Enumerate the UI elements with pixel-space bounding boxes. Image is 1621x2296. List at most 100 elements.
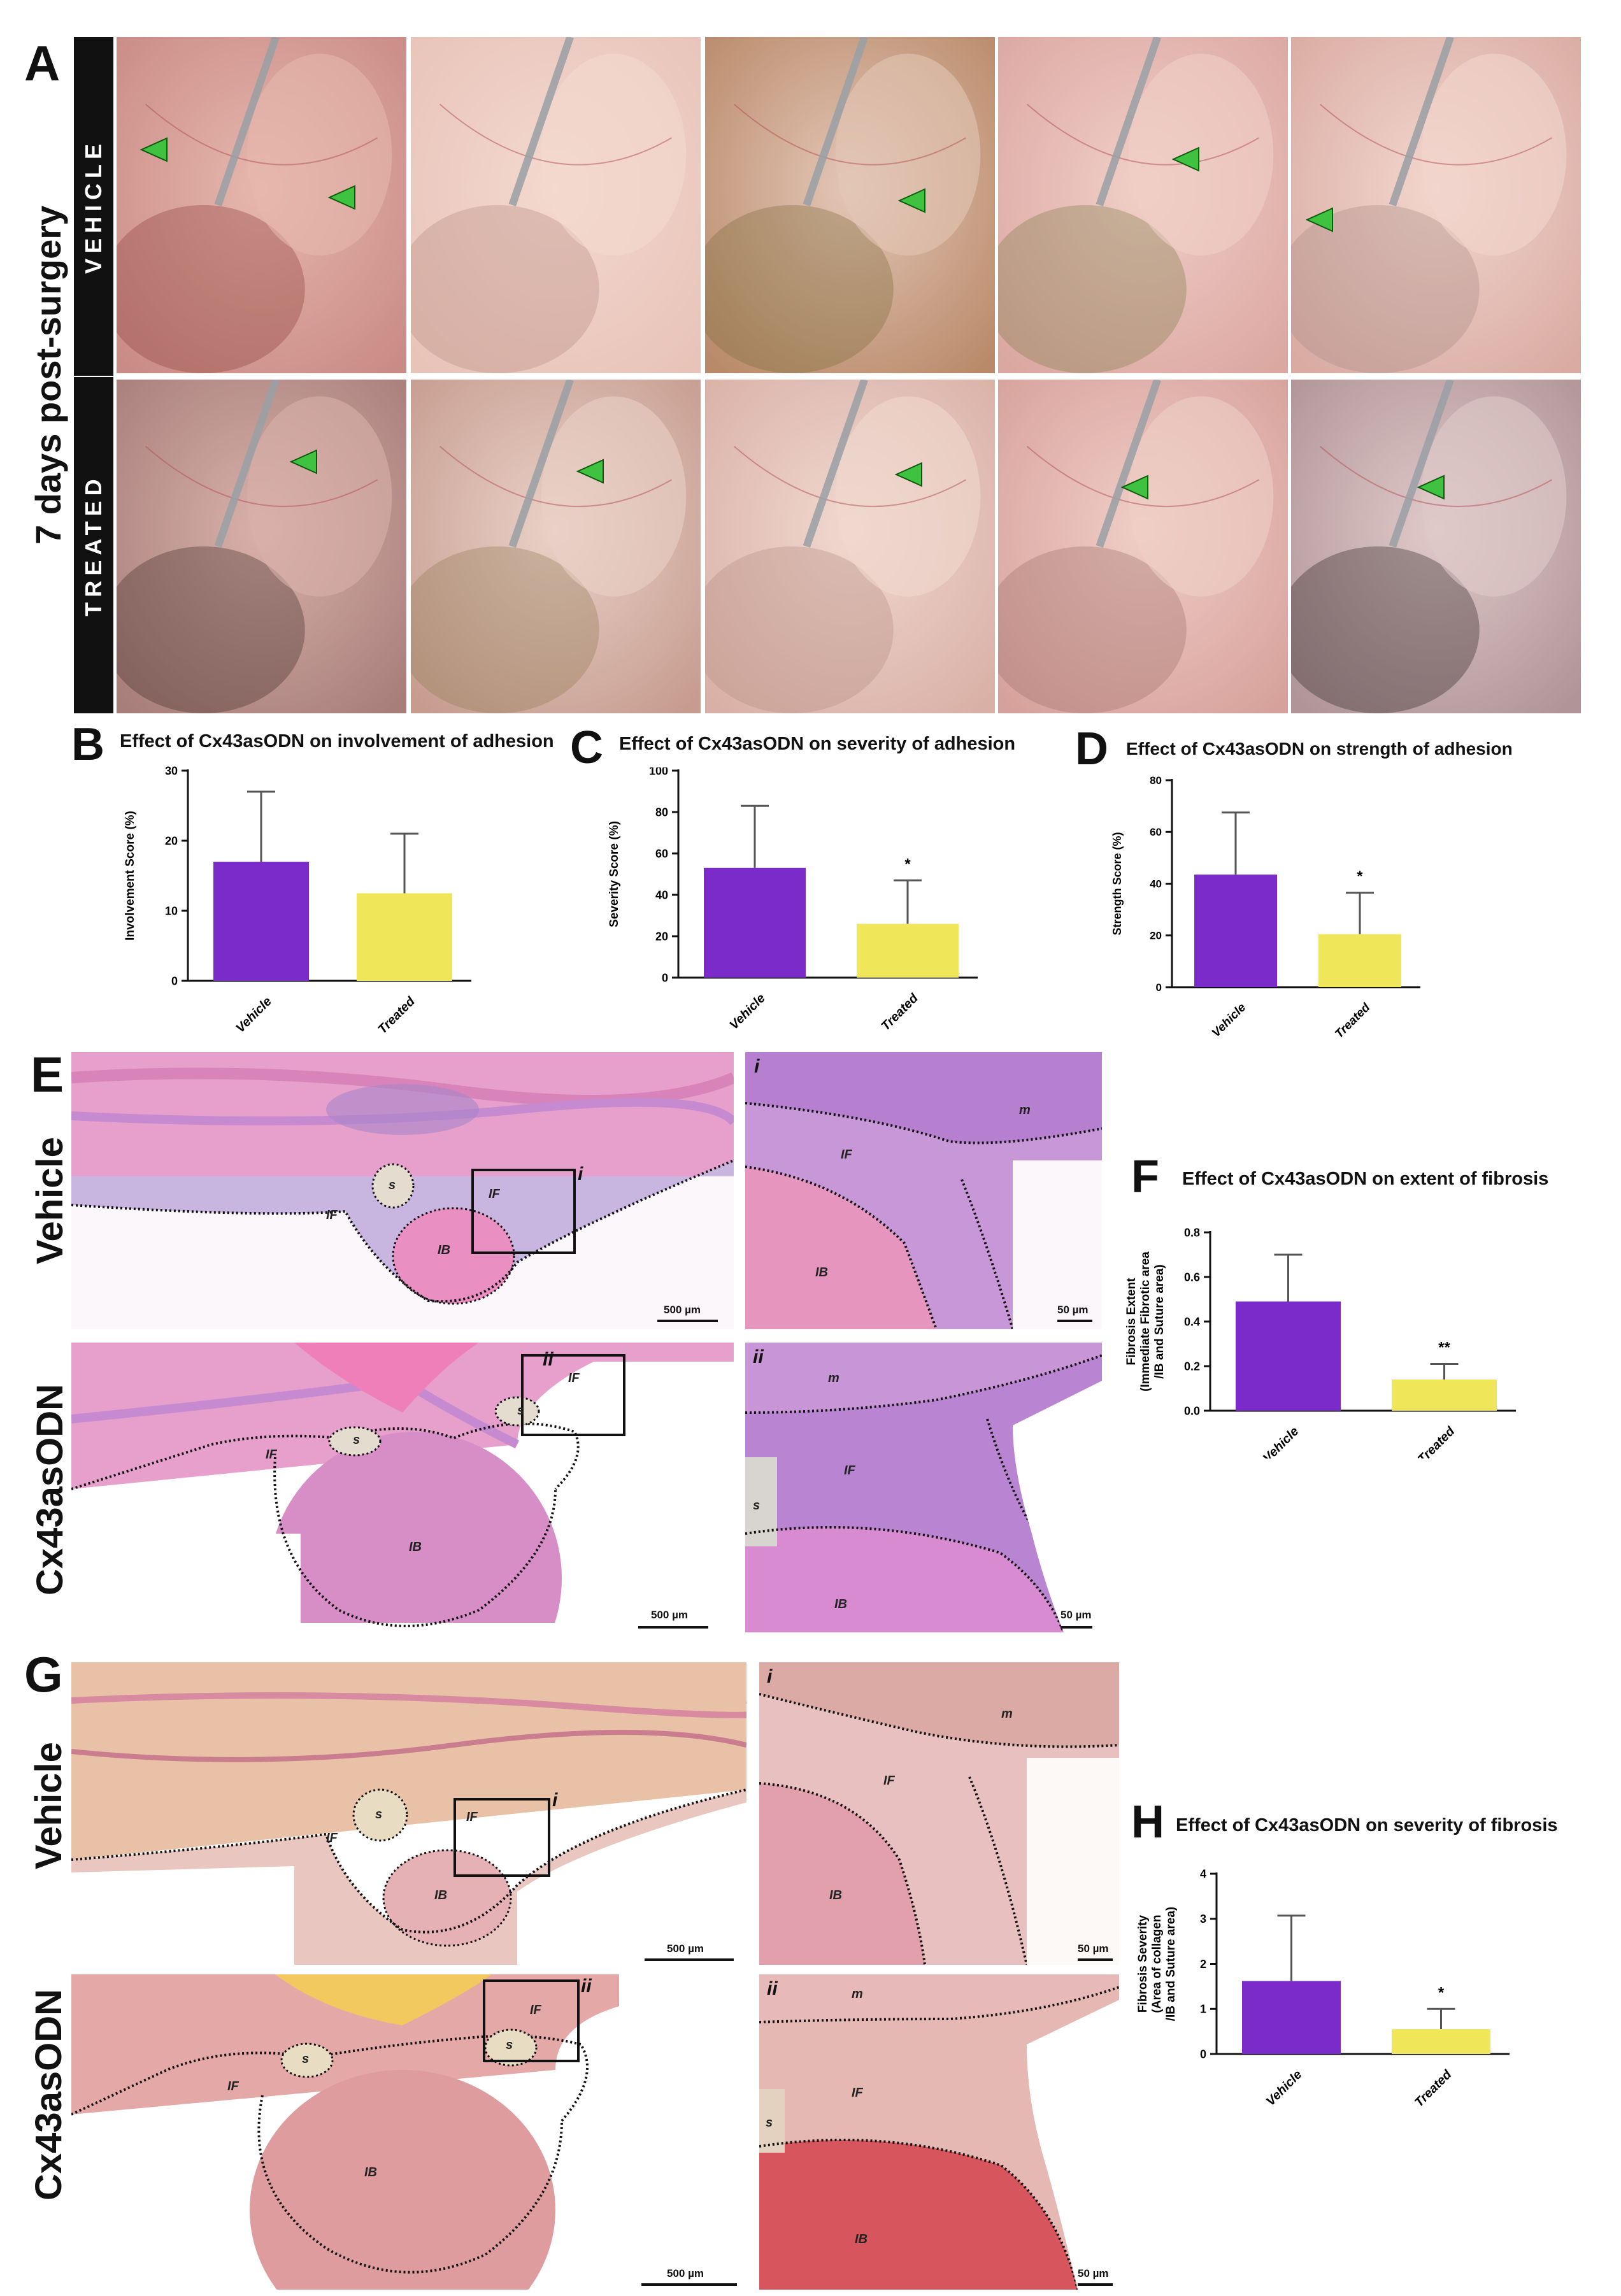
he-v-label-s: s <box>389 1178 396 1192</box>
adhesion-marker-arrow-10 <box>1417 474 1445 500</box>
he-vehicle-overview: IF IF IB s i 500 µm <box>71 1052 734 1329</box>
he-c-inset-label: ii <box>753 1346 764 1367</box>
adhesion-marker-arrow-2 <box>328 185 355 210</box>
chart-title-h: Effect of Cx43asODN on severity of fibro… <box>1176 1815 1558 1836</box>
x-tick-label-vehicle: Vehicle <box>1264 2067 1305 2109</box>
he-c-scale-text: 500 µm <box>651 1609 688 1621</box>
surgery-photo-treated-2 <box>411 380 701 713</box>
adhesion-marker-arrow-4 <box>1172 146 1199 172</box>
vg-cx43-inset: ii m IF s IB 50 µm <box>759 1974 1119 2290</box>
adhesion-marker-arrow-6 <box>290 449 317 474</box>
y-tick-label: 100 <box>649 767 668 777</box>
he-c-label-if: IF <box>266 1448 277 1462</box>
vg-ci-label-if: IF <box>852 2086 863 2100</box>
x-tick-label-treated: Treated <box>1415 1424 1458 1458</box>
y-axis-label: /IB and Suture area) <box>1153 1264 1166 1379</box>
x-tick-label-treated: Treated <box>375 994 418 1037</box>
bar-treated <box>357 893 452 981</box>
significance-marker: * <box>1438 1984 1445 2001</box>
he-v-scalebar <box>657 1320 718 1322</box>
chart-d: 0 20 40 60 80 Vehicle * Treated Strength Score (… <box>1111 774 1420 1041</box>
vg-v-label-if: IF <box>326 1831 338 1845</box>
he-v-inset-marker: i <box>578 1164 583 1185</box>
x-tick-label-vehicle: Vehicle <box>1260 1424 1302 1458</box>
y-tick-label: 0.0 <box>1184 1404 1200 1417</box>
chart-f: 0.0 0.2 0.4 0.6 0.8 Vehicle ** Treated Fibrosis … <box>1125 1226 1516 1458</box>
y-tick-label: 4 <box>1200 1867 1206 1880</box>
y-axis-label: (Area of collagen <box>1150 1915 1164 2013</box>
he-c-scalebar <box>638 1626 708 1629</box>
vg-c-label-s-2: s <box>506 2038 513 2052</box>
significance-marker: * <box>1357 868 1363 885</box>
e-row-label-cx43: Cx43asODN <box>29 1383 71 1595</box>
vg-ci-label-s: s <box>766 2116 773 2130</box>
vg-ci-label-ib: IB <box>855 2232 868 2246</box>
e-row-label-vehicle: Vehicle <box>29 1137 71 1264</box>
row-label-treated: TREATED <box>80 474 106 617</box>
he-ci-scalebar <box>1060 1626 1092 1629</box>
vg-c-label-s: s <box>302 2052 310 2066</box>
y-tick-label: 0.8 <box>1184 1226 1200 1239</box>
he-vi-scale-text: 50 µm <box>1057 1304 1089 1316</box>
he-ci-label-m: m <box>828 1371 839 1385</box>
he-vehicle-inset: i m IF IB 50 µm <box>745 1052 1102 1329</box>
panel-label-g: G <box>24 1646 63 1702</box>
he-ci-label-if: IF <box>844 1464 855 1478</box>
y-tick-label: 3 <box>1200 1913 1206 1925</box>
vg-vi-scalebar <box>1078 1958 1113 1961</box>
adhesion-marker-arrow-1 <box>140 137 168 162</box>
he-v-label-if-2: IF <box>489 1187 500 1201</box>
vg-vi-label-m: m <box>1001 1707 1013 1721</box>
y-tick-label: 0 <box>171 974 178 987</box>
he-ci-label-ib: IB <box>834 1597 847 1611</box>
y-axis-label: Involvement Score (%) <box>124 811 137 941</box>
y-tick-label: 20 <box>1150 930 1162 942</box>
y-tick-label: 0 <box>1200 2048 1206 2060</box>
row-label-vehicle: VEHICLE <box>80 138 106 275</box>
vg-ci-scalebar <box>1078 2283 1113 2286</box>
panel-label-h: H <box>1131 1797 1164 1848</box>
he-v-scale-text: 500 µm <box>664 1304 701 1316</box>
chart-c: 0 20 40 60 80 100 Vehicle * Treated Severity Scor… <box>608 767 978 1034</box>
vg-c-inset-label: ii <box>767 1978 778 1999</box>
surgery-photo-treated-5 <box>1291 380 1581 713</box>
panel-label-d: D <box>1075 724 1108 774</box>
y-axis-label: Fibrosis Severity <box>1136 1915 1150 2013</box>
y-tick-label: 60 <box>655 847 668 860</box>
y-axis-label: Strength Score (%) <box>1111 832 1124 935</box>
y-tick-label: 60 <box>1150 826 1162 838</box>
timepoint-label: 7 days post-surgery <box>28 205 68 545</box>
y-tick-label: 1 <box>1200 2003 1206 2016</box>
vg-vehicle-inset: i m IF IB 50 µm <box>759 1662 1119 1965</box>
y-tick-label: 0.6 <box>1184 1271 1200 1283</box>
y-axis-label: (Immediate Fibrotic area <box>1139 1251 1152 1392</box>
chart-b: 0 10 20 30 Vehicle Treated Involvement Score (… <box>124 764 471 1037</box>
vg-vi-scale-text: 50 µm <box>1078 1943 1109 1955</box>
vg-ci-label-m: m <box>852 1987 863 2001</box>
he-vi-label-if: IF <box>841 1148 852 1162</box>
vg-v-scale-text: 500 µm <box>667 1943 704 1955</box>
vg-vehicle-overview: IF IF IB s i 500 µm <box>71 1662 746 1965</box>
vg-v-scalebar <box>645 1958 734 1961</box>
he-c-label-ib: IB <box>409 1540 422 1554</box>
vg-c-scale-text: 500 µm <box>667 2267 704 2279</box>
vg-c-label-if: IF <box>227 2079 239 2093</box>
surgery-photo-treated-3 <box>705 380 995 713</box>
he-c-inset-marker: ii <box>543 1349 553 1370</box>
x-tick-label-treated: Treated <box>1332 1001 1373 1041</box>
x-tick-label-vehicle: Vehicle <box>1210 1001 1249 1040</box>
y-tick-label: 0.2 <box>1184 1360 1200 1373</box>
adhesion-marker-arrow-7 <box>576 459 604 484</box>
y-tick-label: 30 <box>165 764 178 777</box>
he-vi-scalebar <box>1057 1320 1092 1322</box>
surgery-photo-vehicle-5 <box>1291 37 1581 373</box>
y-tick-label: 80 <box>1150 774 1162 787</box>
he-v-label-ib: IB <box>438 1243 450 1257</box>
he-v-label-if: IF <box>326 1208 338 1222</box>
x-tick-label-vehicle: Vehicle <box>233 994 275 1036</box>
vg-c-inset-marker: ii <box>581 1976 592 1997</box>
vg-v-inset-marker: i <box>552 1790 558 1811</box>
vg-vi-label-ib: IB <box>829 1888 842 1902</box>
vg-v-label-if-2: IF <box>466 1810 478 1824</box>
surgery-photo-treated-1 <box>117 380 406 713</box>
